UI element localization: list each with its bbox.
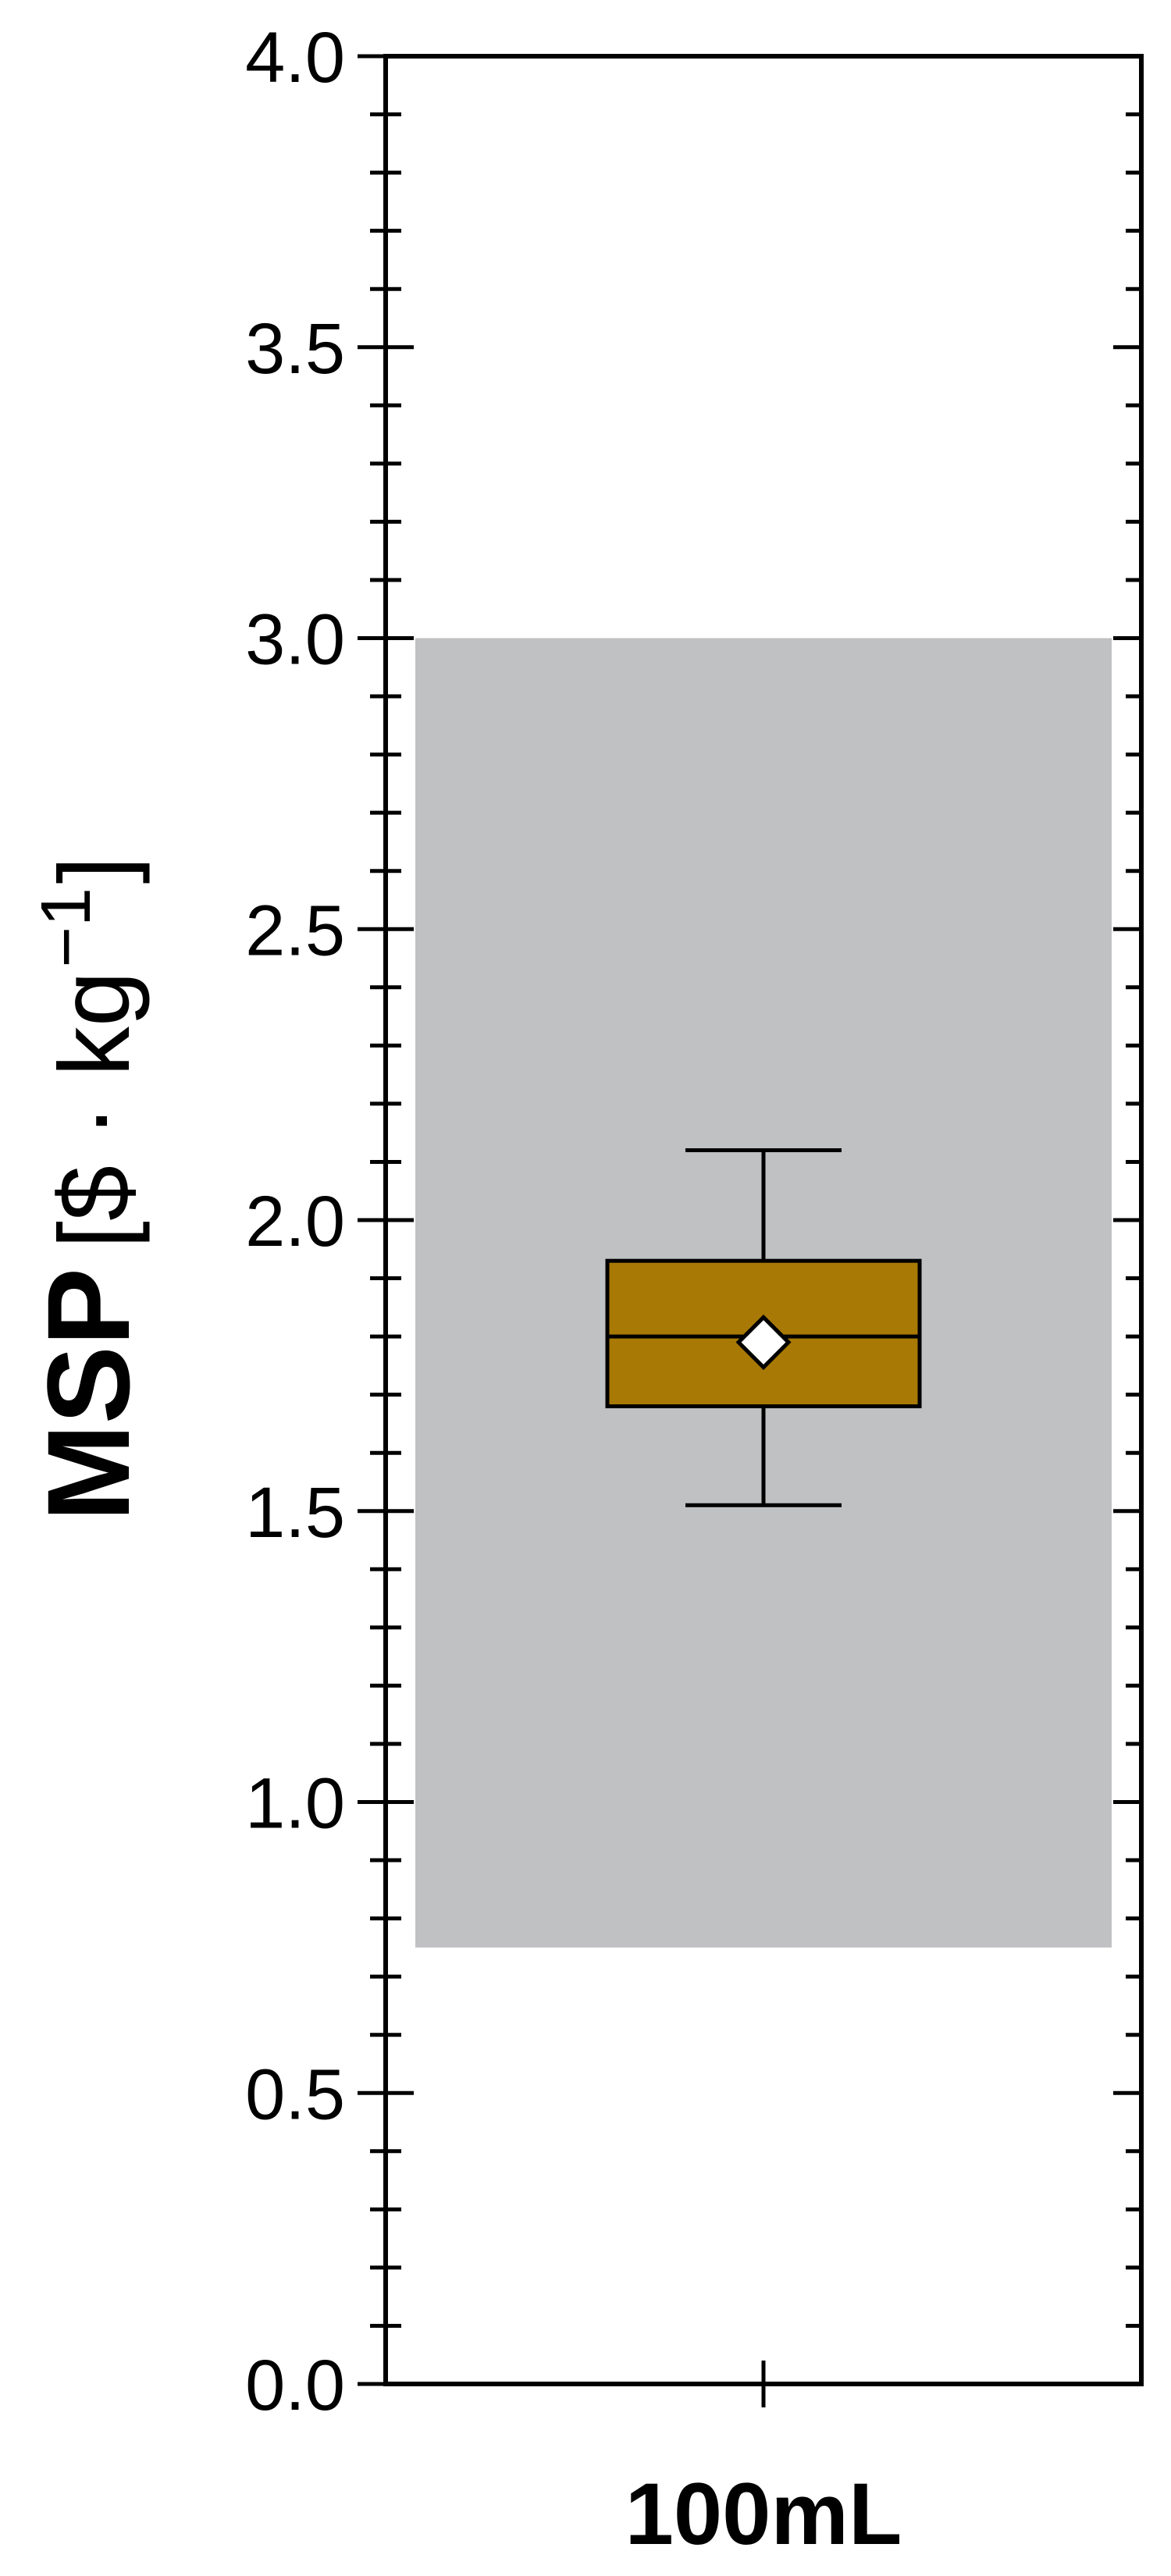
- x-category-label: 100mL: [625, 2465, 902, 2563]
- y-axis-label: MSP [$ · kg −1 ]: [23, 856, 154, 1521]
- y-tick-label: 1.0: [245, 1764, 345, 1844]
- y-axis-ticks: 0.0 0.5 1.0 1.5 2.0 2.5 3.0 3.5 4.0: [245, 18, 1141, 2425]
- y-axis-label-group: MSP [$ · kg −1 ]: [23, 856, 154, 1521]
- y-axis-label-close: ]: [39, 856, 151, 884]
- y-tick-label: 1.5: [245, 1473, 345, 1553]
- y-tick-label: 4.0: [245, 18, 345, 98]
- y-axis-label-unit: [$ · kg: [39, 971, 151, 1249]
- mean-marker: [735, 1315, 792, 1371]
- box-group: [605, 1148, 922, 1507]
- y-tick-label: 3.0: [245, 600, 345, 680]
- y-tick-label: 0.5: [245, 2055, 345, 2134]
- y-axis-label-bold: MSP: [23, 1268, 154, 1521]
- y-tick-label: 2.0: [245, 1182, 345, 1261]
- x-axis-ticks: 100mL: [625, 2361, 902, 2563]
- y-tick-label: 2.5: [245, 891, 345, 970]
- y-tick-label: 3.5: [245, 309, 345, 389]
- box-layer: [605, 1148, 922, 1507]
- y-tick-label: 0.0: [245, 2346, 345, 2425]
- y-axis-label-exponent: −1: [27, 888, 105, 968]
